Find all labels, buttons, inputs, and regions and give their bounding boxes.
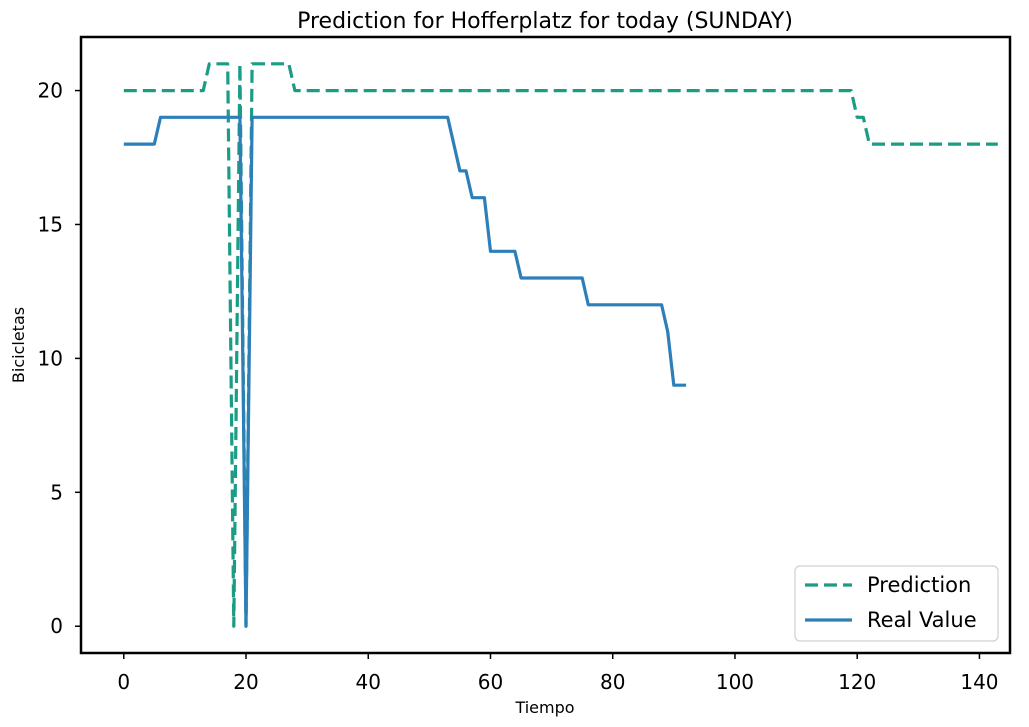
y-tick-label: 10 — [38, 346, 63, 370]
x-tick-label: 140 — [960, 670, 998, 694]
legend-label: Prediction — [867, 573, 971, 597]
y-tick-label: 15 — [38, 212, 63, 236]
x-tick-label: 60 — [478, 670, 503, 694]
series-line-prediction — [123, 62, 998, 628]
series-line-real-value — [123, 115, 687, 628]
legend-label: Real Value — [867, 608, 977, 632]
x-tick-label: 80 — [600, 670, 625, 694]
y-tick-label: 20 — [38, 79, 63, 103]
x-tick-label: 40 — [356, 670, 381, 694]
y-tick-label: 0 — [50, 614, 63, 638]
chart-title: Prediction for Hofferplatz for today (SU… — [297, 9, 793, 34]
x-axis-label: Tiempo — [514, 698, 574, 717]
x-tick-label: 0 — [117, 670, 130, 694]
plot-frame — [79, 35, 1012, 655]
y-tick-label: 5 — [50, 480, 63, 504]
legend: Prediction Real Value — [794, 565, 999, 642]
y-axis-label: Bicicletas — [9, 307, 28, 383]
x-tick-label: 20 — [233, 670, 258, 694]
axis-ticks: 0 20 40 60 80 100 120 140 0 5 10 15 20 — [38, 79, 999, 694]
x-tick-label: 100 — [716, 670, 754, 694]
x-tick-label: 120 — [838, 670, 876, 694]
series-lines — [123, 62, 998, 628]
